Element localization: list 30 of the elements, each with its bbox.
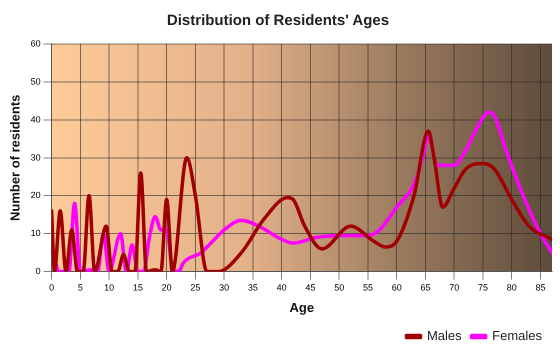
x-tick-label: 45: [305, 282, 316, 292]
chart-title: Distribution of Residents' Ages: [166, 12, 390, 30]
x-tick-label: 40: [276, 282, 287, 292]
legend-label: Females: [492, 328, 542, 344]
legend-label: Males: [426, 328, 462, 344]
y-tick-label: 50: [30, 76, 41, 86]
y-tick-label: 60: [30, 38, 41, 48]
y-tick-label: 20: [30, 190, 41, 200]
x-tick-label: 25: [190, 282, 200, 292]
y-tick-label: 10: [30, 228, 41, 238]
x-tick-label: 10: [104, 282, 114, 292]
x-tick-label: 65: [420, 282, 430, 292]
x-tick-label: 85: [535, 282, 546, 292]
x-tick-label: 50: [334, 282, 344, 292]
x-axis-title: Age: [290, 300, 314, 315]
y-axis-title: Number of residents: [7, 94, 22, 222]
x-tick-label: 70: [449, 282, 460, 292]
y-tick-label: 30: [30, 152, 41, 162]
y-tick-label: 0: [36, 266, 41, 276]
x-tick-label: 5: [78, 282, 83, 292]
x-tick-label: 35: [248, 282, 258, 292]
x-tick-label: 15: [132, 282, 143, 292]
x-tick-label: 75: [478, 282, 488, 292]
x-tick-label: 30: [219, 282, 230, 292]
x-tick-label: 60: [392, 282, 402, 292]
x-tick-label: 55: [362, 282, 373, 292]
x-tick-label: 20: [162, 282, 172, 292]
x-tick-label: 0: [49, 282, 54, 292]
x-tick-label: 80: [506, 282, 517, 292]
y-tick-label: 40: [30, 114, 41, 124]
